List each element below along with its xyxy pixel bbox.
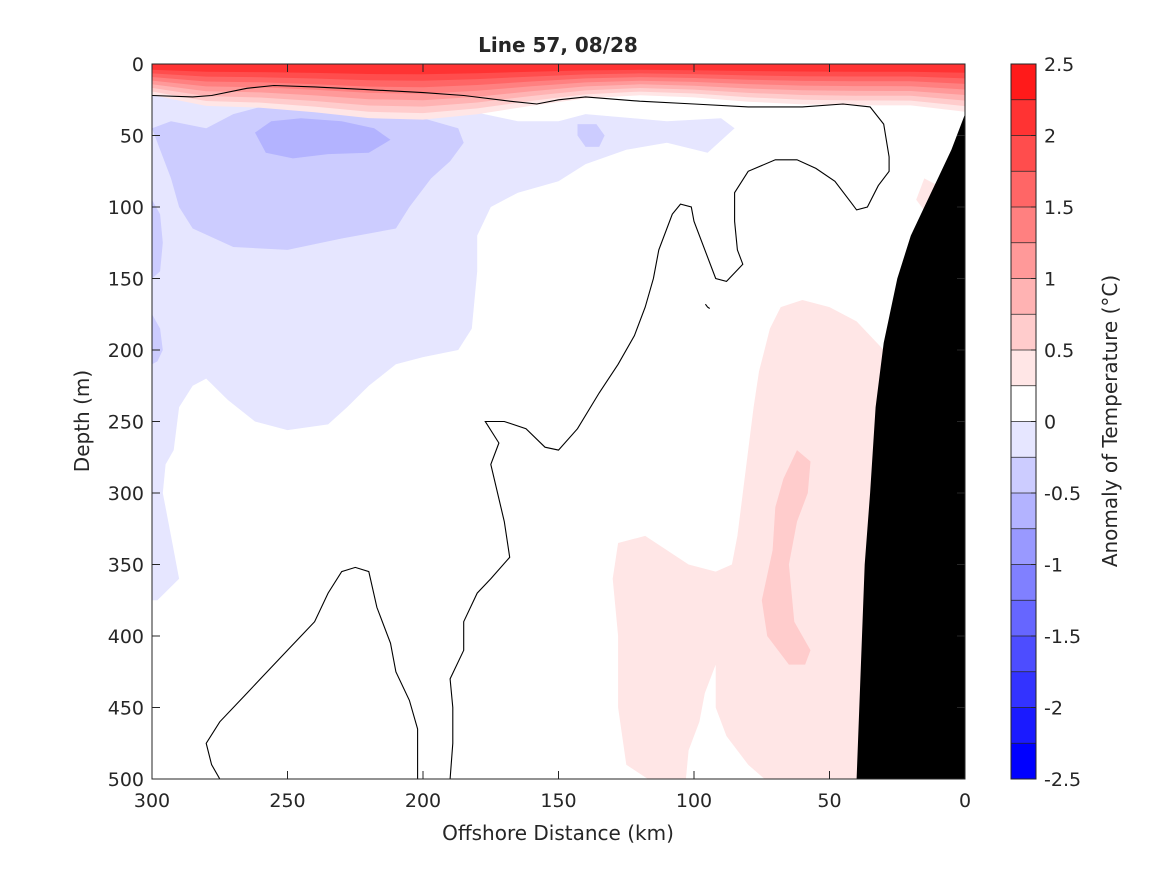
zero-contour-mark <box>704 303 711 309</box>
x-tick-label: 150 <box>540 790 576 812</box>
x-axis-label: Offshore Distance (km) <box>442 821 674 845</box>
colorbar-swatch <box>1011 135 1036 172</box>
anomaly-region <box>152 314 163 365</box>
colorbar-swatch <box>1011 671 1036 708</box>
colorbar-tick-label: 2.5 <box>1044 54 1074 76</box>
colorbar-tick-label: 0.5 <box>1044 340 1074 362</box>
colorbar: 2.5 2 1.5 1 0.5 0 -0.5 -1 -1.5 -2 -2.5 <box>1010 54 1081 791</box>
y-tick-label: 0 <box>132 54 144 76</box>
y-axis-label: Depth (m) <box>70 370 94 472</box>
colorbar-tick-label: 1.5 <box>1044 197 1074 219</box>
anomaly-region <box>577 124 605 147</box>
anomaly-region <box>612 300 898 779</box>
colorbar-swatch <box>1011 528 1036 565</box>
y-tick-label: 50 <box>120 126 144 148</box>
chart-title: Line 57, 08/28 <box>478 33 638 57</box>
x-tick-label: 200 <box>405 790 441 812</box>
colorbar-swatch <box>1011 242 1036 279</box>
colorbar-swatch <box>1011 457 1036 493</box>
colorbar-swatch <box>1011 385 1036 422</box>
anomaly-region <box>152 199 163 279</box>
y-tick-label: 350 <box>108 555 144 577</box>
anomaly-region <box>152 106 464 250</box>
colorbar-swatch <box>1011 314 1036 350</box>
x-axis: 300 250 200 150 100 50 0 <box>134 64 971 812</box>
colorbar-tick-label: 0 <box>1044 412 1056 434</box>
colorbar-label: Anomaly of Temperature (°C) <box>1098 275 1122 567</box>
x-tick-label: 0 <box>959 790 971 812</box>
x-tick-label: 300 <box>134 790 170 812</box>
colorbar-tick-label: -1 <box>1044 555 1063 577</box>
colorbar-tick-label: -1.5 <box>1044 626 1081 648</box>
x-tick-label: 100 <box>676 790 712 812</box>
colorbar-swatch <box>1011 207 1036 243</box>
colorbar-tick-label: 1 <box>1044 269 1056 291</box>
y-tick-label: 150 <box>108 269 144 291</box>
anomaly-region <box>761 450 811 665</box>
y-tick-label: 500 <box>108 769 144 791</box>
colorbar-swatch <box>1011 707 1036 744</box>
colorbar-swatch <box>1011 743 1036 779</box>
x-tick-label: 50 <box>817 790 841 812</box>
colorbar-tick-label: -2 <box>1044 698 1063 720</box>
colorbar-swatch <box>1011 64 1036 100</box>
colorbar-swatch <box>1011 421 1036 458</box>
y-axis: 0 50 100 150 200 250 300 350 400 450 500 <box>108 54 965 791</box>
colorbar-swatch <box>1011 99 1036 136</box>
colorbar-swatch <box>1011 350 1036 386</box>
y-tick-label: 100 <box>108 197 144 219</box>
x-tick-label: 250 <box>269 790 305 812</box>
y-tick-label: 400 <box>108 626 144 648</box>
colorbar-tick-label: 2 <box>1044 126 1056 148</box>
colorbar-swatch <box>1011 636 1036 672</box>
bathymetry-mask <box>856 114 965 779</box>
y-tick-label: 250 <box>108 412 144 434</box>
y-tick-label: 300 <box>108 483 144 505</box>
colorbar-swatch <box>1011 564 1036 601</box>
y-tick-label: 200 <box>108 340 144 362</box>
colorbar-tick-label: -2.5 <box>1044 769 1081 791</box>
plot-area <box>152 64 965 779</box>
colorbar-swatch <box>1011 278 1036 315</box>
anomaly-region <box>255 118 391 159</box>
colorbar-tick-label: -0.5 <box>1044 483 1081 505</box>
colorbar-swatch <box>1011 493 1036 529</box>
colorbar-swatch <box>1011 600 1036 636</box>
zero-contour-line <box>152 84 890 779</box>
y-tick-label: 450 <box>108 698 144 720</box>
zero-contour-line <box>205 566 419 779</box>
colorbar-swatch <box>1011 171 1036 207</box>
